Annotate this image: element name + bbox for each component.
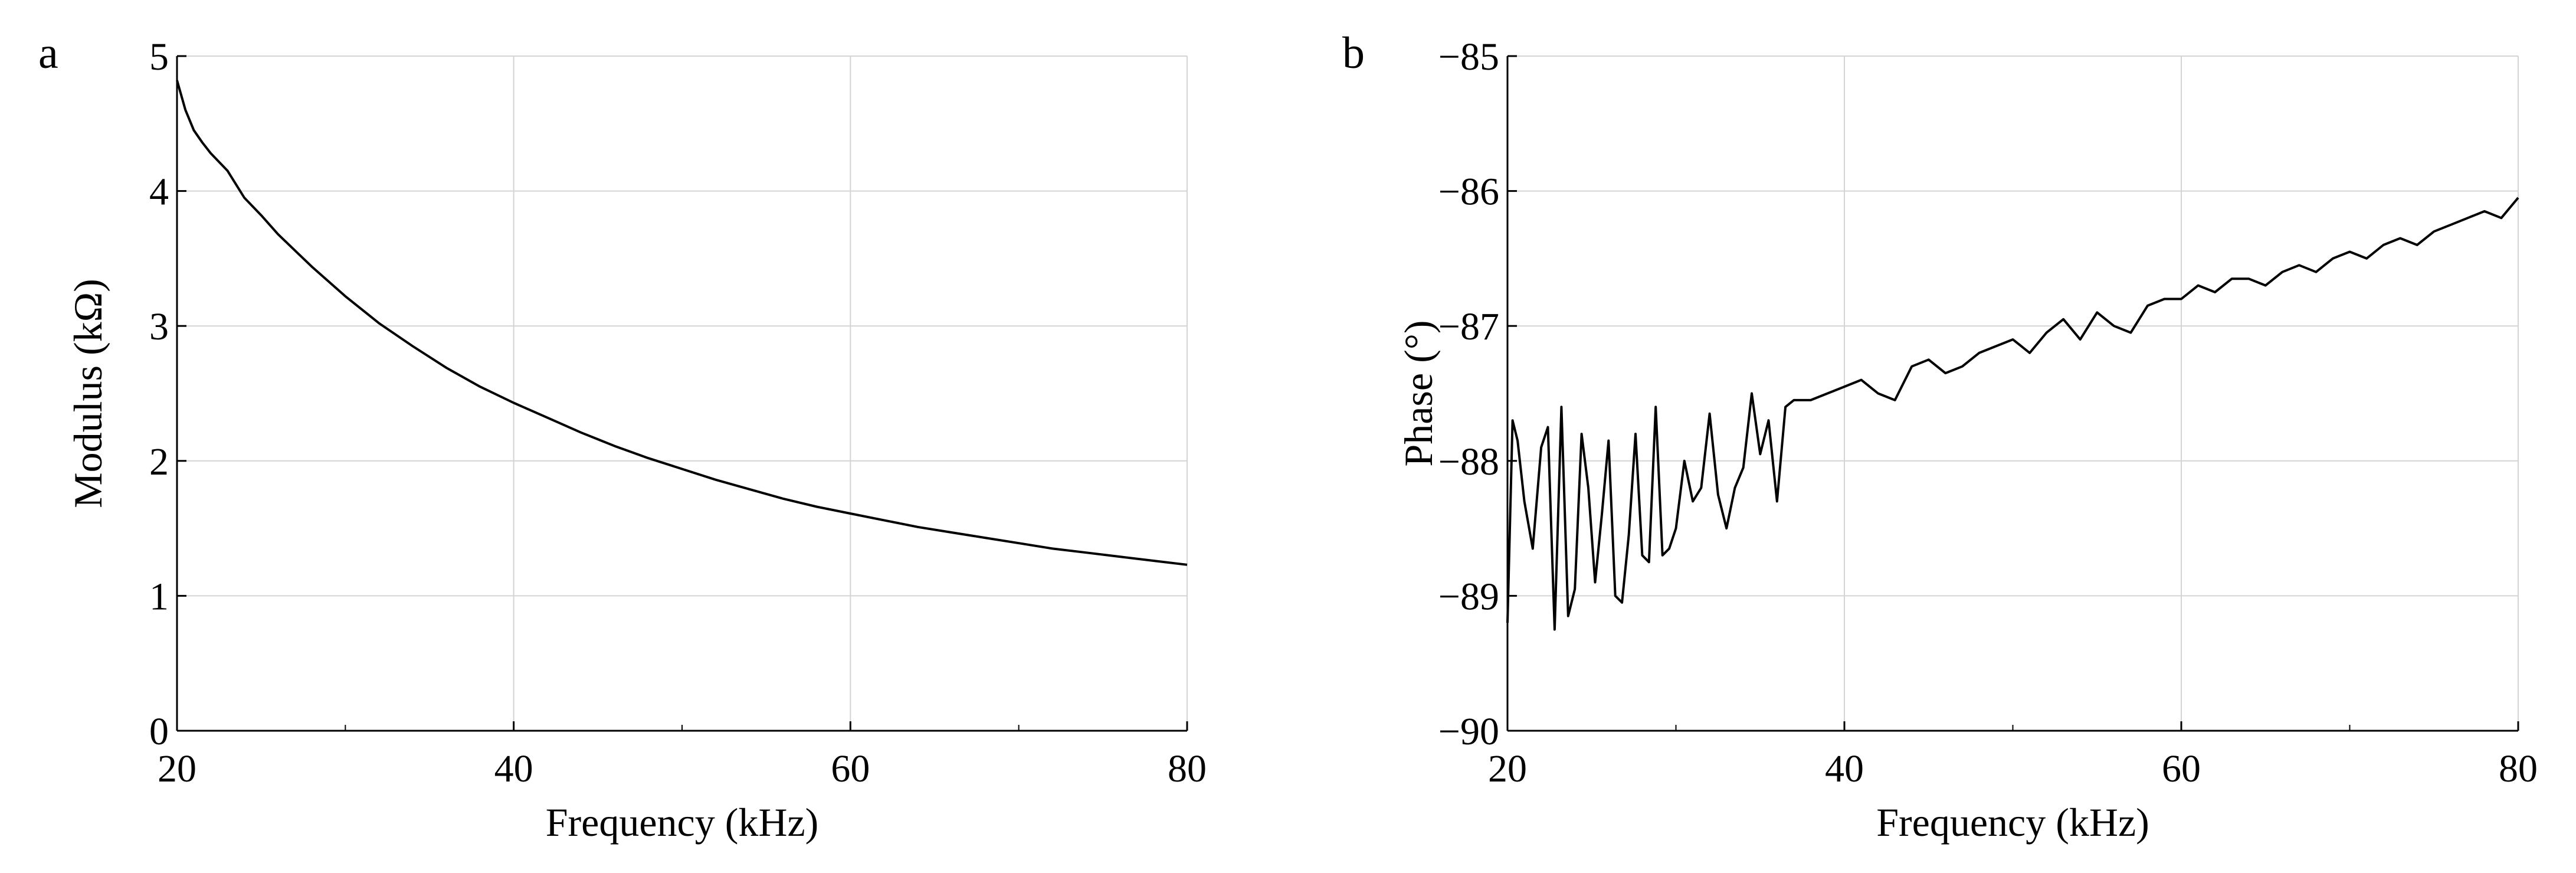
x-tick-label: 20 <box>158 747 196 790</box>
y-axis-label: Phase (°) <box>1396 320 1441 466</box>
series-line <box>176 80 1188 566</box>
y-tick-label: −86 <box>1438 171 1499 214</box>
x-tick-label: 20 <box>1488 747 1527 790</box>
y-tick-label: −90 <box>1438 710 1499 753</box>
x-tick-label: 60 <box>2162 747 2201 790</box>
y-tick-label: 5 <box>149 35 169 79</box>
x-tick-label: 40 <box>1825 747 1864 790</box>
x-axis-label: Frequency (kHz) <box>546 800 819 845</box>
chart-panel-a: 20 40 60 80 0 1 2 3 4 5 Frequency (kHz) Modulus (kΩ… <box>38 28 1207 845</box>
y-tick-label: 1 <box>149 575 169 618</box>
y-axis-label: Modulus (kΩ) <box>65 279 110 508</box>
x-tick-label: 40 <box>494 747 533 790</box>
y-tick-label: −88 <box>1438 440 1499 483</box>
panel-letter: a <box>38 28 58 78</box>
y-tick-label: 4 <box>149 171 169 214</box>
y-tick-label: −89 <box>1438 575 1499 618</box>
y-tick-label: −87 <box>1438 305 1499 348</box>
chart-panel-b: 20 40 60 80 −90 −89 −88 −87 −86 −85 Frequency (kHz… <box>1342 28 2538 845</box>
y-tick-label: −85 <box>1438 35 1499 79</box>
series-line <box>1506 197 2519 631</box>
x-tick-label: 60 <box>831 747 870 790</box>
y-tick-label: 3 <box>149 305 169 348</box>
x-axis-label: Frequency (kHz) <box>1876 800 2149 845</box>
y-tick-label: 0 <box>149 710 169 753</box>
x-tick-label: 80 <box>2499 747 2538 790</box>
x-tick-label: 80 <box>1168 747 1207 790</box>
panel-letter: b <box>1342 28 1365 78</box>
y-tick-label: 2 <box>149 440 169 483</box>
